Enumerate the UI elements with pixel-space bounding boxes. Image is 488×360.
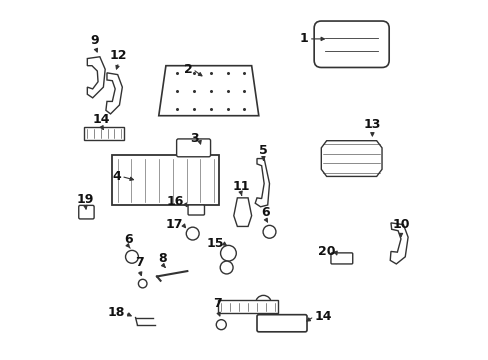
FancyBboxPatch shape — [84, 127, 124, 140]
FancyBboxPatch shape — [313, 21, 388, 67]
FancyBboxPatch shape — [112, 155, 219, 205]
Text: 16: 16 — [166, 195, 183, 208]
Text: 3: 3 — [190, 132, 199, 145]
FancyBboxPatch shape — [257, 315, 306, 332]
Text: 14: 14 — [93, 113, 110, 126]
Circle shape — [216, 320, 226, 330]
Text: 11: 11 — [232, 180, 249, 193]
Text: 1: 1 — [300, 32, 308, 45]
Circle shape — [125, 250, 138, 263]
Text: 18: 18 — [107, 306, 124, 319]
Circle shape — [138, 279, 147, 288]
Circle shape — [220, 246, 236, 261]
Polygon shape — [106, 73, 122, 114]
Polygon shape — [389, 223, 407, 264]
Polygon shape — [321, 141, 381, 176]
FancyBboxPatch shape — [218, 300, 277, 313]
Polygon shape — [87, 57, 105, 98]
Text: 14: 14 — [313, 310, 331, 323]
FancyBboxPatch shape — [330, 253, 352, 264]
Text: 2: 2 — [183, 63, 192, 76]
Text: 6: 6 — [261, 206, 270, 219]
Text: 8: 8 — [159, 252, 167, 265]
Circle shape — [255, 296, 271, 311]
Text: 12: 12 — [110, 49, 127, 62]
Text: 6: 6 — [124, 233, 132, 246]
FancyBboxPatch shape — [176, 139, 210, 157]
Polygon shape — [255, 158, 269, 207]
Polygon shape — [233, 198, 251, 226]
Text: 20: 20 — [317, 245, 335, 258]
Text: 13: 13 — [363, 118, 380, 131]
Text: 10: 10 — [391, 218, 409, 231]
FancyBboxPatch shape — [188, 205, 204, 215]
Text: 7: 7 — [213, 297, 222, 310]
Circle shape — [186, 227, 199, 240]
Circle shape — [220, 261, 233, 274]
Text: 7: 7 — [135, 256, 143, 269]
Text: 5: 5 — [259, 144, 267, 157]
Polygon shape — [159, 66, 258, 116]
Text: 15: 15 — [206, 237, 224, 250]
FancyBboxPatch shape — [79, 205, 94, 219]
Text: 9: 9 — [91, 34, 99, 47]
Text: 19: 19 — [77, 193, 94, 206]
Circle shape — [263, 225, 275, 238]
Text: 17: 17 — [165, 218, 183, 231]
Text: 4: 4 — [112, 170, 121, 183]
